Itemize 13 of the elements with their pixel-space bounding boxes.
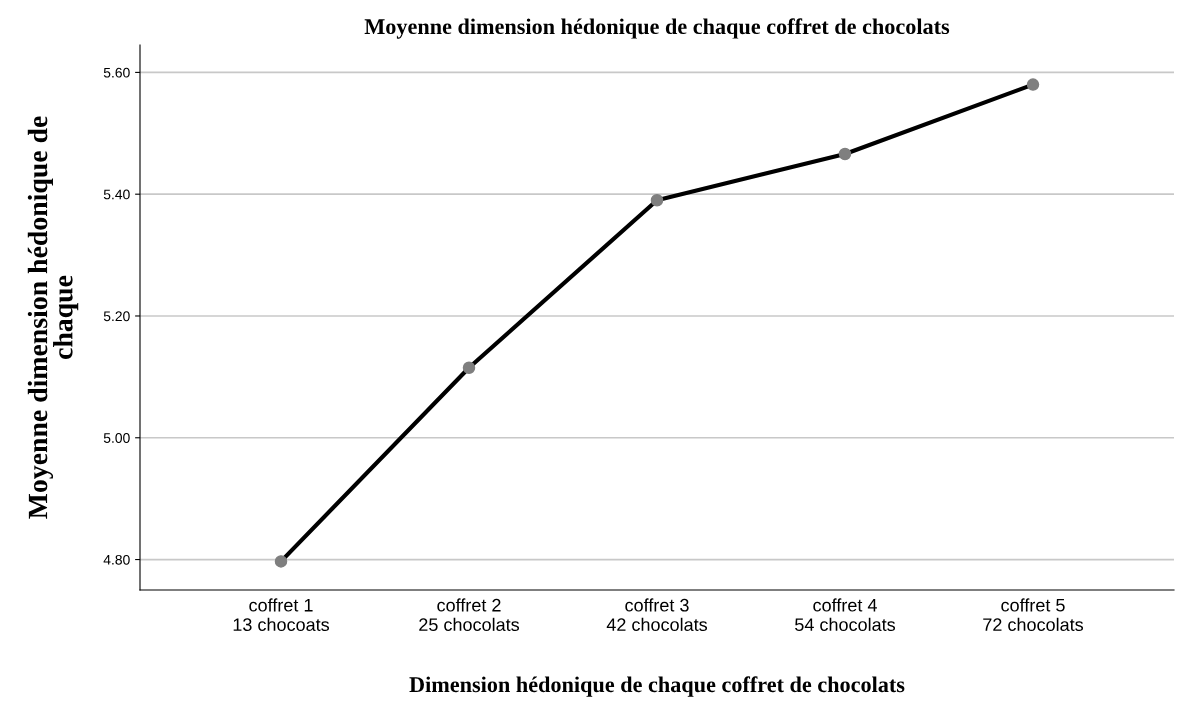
- x-tick-label: coffret 5 72 chocolats: [983, 598, 1084, 632]
- x-axis-title: Dimension hédonique de chaque coffret de chocolats: [409, 676, 905, 697]
- y-tick-label: 4.80: [103, 554, 130, 565]
- x-tick-label: coffret 1 13 chocoats: [233, 598, 330, 632]
- x-tick-label: coffret 3 42 chocolats: [606, 598, 708, 632]
- y-tick-label: 5.60: [103, 67, 130, 78]
- y-tick-label: 5.20: [103, 311, 130, 322]
- y-axis-title: Moyenne dimension hédonique de chaque: [27, 116, 79, 519]
- x-tick-label: coffret 4 54 chocolats: [795, 598, 896, 632]
- y-tick-label: 5.00: [103, 433, 130, 443]
- x-tick-label: coffret 2 25 chocolats: [419, 598, 520, 632]
- y-tick-label: 5.40: [103, 189, 130, 200]
- chart-title: Moyenne dimension hédonique de chaque coffret de chocolats: [364, 18, 950, 39]
